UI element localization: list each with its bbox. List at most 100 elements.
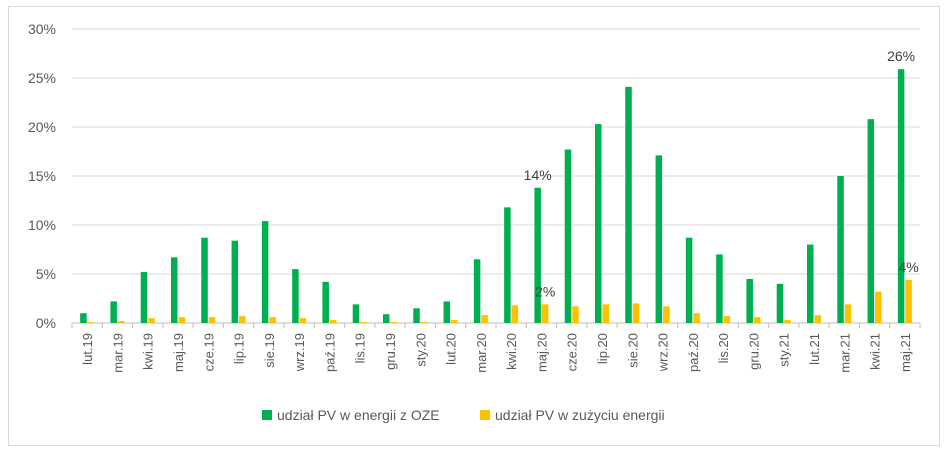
legend-label-pv-consumption: udział PV w zużyciu energii (495, 407, 665, 423)
x-tick-label: lut.20 (444, 333, 459, 365)
bar-pv-consumption (299, 318, 307, 323)
bar-pv-oze (564, 149, 572, 323)
legend-label-pv-oze: udział PV w energii z OZE (277, 407, 440, 423)
bar-pv-consumption (723, 316, 731, 323)
bar-pv-oze (140, 272, 148, 323)
bar-pv-oze (685, 237, 693, 323)
bar-pv-consumption (420, 322, 428, 323)
x-tick-label: maj.21 (898, 333, 913, 372)
bar-pv-consumption (905, 279, 912, 323)
bar-pv-oze (383, 314, 390, 323)
bar-pv-consumption (511, 305, 519, 323)
legend-swatch-pv-oze (262, 410, 272, 420)
x-tick-label: lis.20 (716, 333, 731, 363)
bar-pv-consumption (451, 320, 458, 323)
bar-pv-oze (473, 259, 481, 323)
x-tick-label: lut.21 (807, 333, 822, 365)
bar-pv-oze (292, 269, 299, 323)
bar-pv-oze (504, 207, 511, 323)
x-tick-label: paź.19 (322, 333, 337, 372)
bar-pv-oze (595, 124, 602, 323)
bar-pv-oze (655, 155, 663, 323)
x-tick-label: wrz.19 (292, 333, 307, 372)
data-label: 2% (535, 283, 555, 299)
bar-pv-consumption (87, 322, 95, 323)
bar-pv-oze (746, 278, 753, 323)
y-tick-label: 5% (36, 266, 56, 282)
bar-pv-consumption (208, 317, 216, 323)
y-tick-label: 20% (28, 119, 56, 135)
bar-pv-consumption (269, 317, 276, 323)
x-tick-label: kwi.20 (504, 333, 519, 370)
bar-pv-consumption (148, 318, 155, 323)
x-tick-label: wrz.20 (656, 333, 671, 372)
y-tick-label: 10% (28, 217, 56, 233)
bar-pv-consumption (239, 316, 246, 323)
y-tick-label: 25% (28, 70, 56, 86)
bar-pv-consumption (329, 320, 337, 323)
x-tick-label: sty.20 (413, 333, 428, 367)
bar-pv-oze (201, 237, 208, 323)
bar-pv-consumption (481, 315, 488, 323)
x-tick-label: mar.19 (110, 333, 125, 373)
bar-pv-consumption (875, 291, 882, 323)
bar-pv-oze (776, 283, 784, 323)
data-label: 4% (898, 259, 918, 275)
bar-pv-consumption (753, 317, 761, 323)
bar-pv-oze (837, 176, 844, 323)
bar-pv-consumption (663, 306, 670, 323)
bar-pv-consumption (178, 317, 185, 323)
bar-pv-oze (231, 240, 239, 323)
x-tick-label: lut.19 (80, 333, 95, 365)
bar-pv-consumption (844, 304, 852, 323)
y-tick-label: 0% (36, 315, 56, 331)
bar-pv-oze (80, 313, 87, 323)
bar-pv-oze (716, 254, 723, 323)
bar-pv-oze (443, 301, 451, 323)
bar-pv-oze (413, 308, 420, 323)
bar-pv-consumption (693, 313, 700, 323)
bar-pv-oze (625, 86, 632, 323)
x-tick-label: kwi.21 (868, 333, 883, 370)
bar-pv-oze (261, 221, 269, 323)
bar-pv-consumption (390, 322, 397, 323)
bar-pv-consumption (784, 320, 791, 323)
y-tick-label: 15% (28, 168, 56, 184)
bar-pv-oze (897, 69, 905, 324)
bar-pv-consumption (541, 304, 549, 323)
x-tick-label: lis.19 (353, 333, 368, 363)
legend-swatch-pv-consumption (480, 410, 490, 420)
bar-pv-oze (171, 257, 178, 323)
bar-pv-consumption (632, 303, 640, 323)
bar-pv-consumption (572, 306, 579, 323)
x-tick-label: mar.21 (837, 333, 852, 373)
chart-frame (8, 6, 940, 446)
x-tick-label: lip.19 (232, 333, 247, 364)
x-tick-label: gru.19 (383, 333, 398, 370)
bar-pv-consumption (117, 321, 125, 323)
bar-pv-oze (807, 244, 814, 323)
bar-pv-consumption (360, 322, 367, 323)
x-tick-label: lip.20 (595, 333, 610, 364)
data-label: 14% (524, 167, 552, 183)
x-tick-label: maj.19 (171, 333, 186, 372)
x-tick-label: cze.20 (565, 333, 580, 371)
bar-pv-oze (534, 187, 541, 323)
y-tick-label: 30% (28, 21, 56, 37)
bar-pv-oze (352, 304, 360, 323)
data-label: 26% (887, 48, 915, 64)
x-tick-label: maj.20 (534, 333, 549, 372)
bar-pv-oze (110, 301, 117, 323)
x-tick-label: cze.19 (201, 333, 216, 371)
x-tick-label: paź.20 (686, 333, 701, 372)
x-tick-label: mar.20 (474, 333, 489, 373)
bar-pv-consumption (602, 304, 609, 323)
bar-pv-oze (867, 119, 875, 323)
x-tick-label: sie.20 (625, 333, 640, 368)
x-tick-label: gru.20 (746, 333, 761, 370)
bar-pv-oze (322, 281, 329, 323)
bar-pv-consumption (814, 315, 821, 323)
x-tick-label: sie.19 (262, 333, 277, 368)
x-tick-label: kwi.19 (141, 333, 156, 370)
